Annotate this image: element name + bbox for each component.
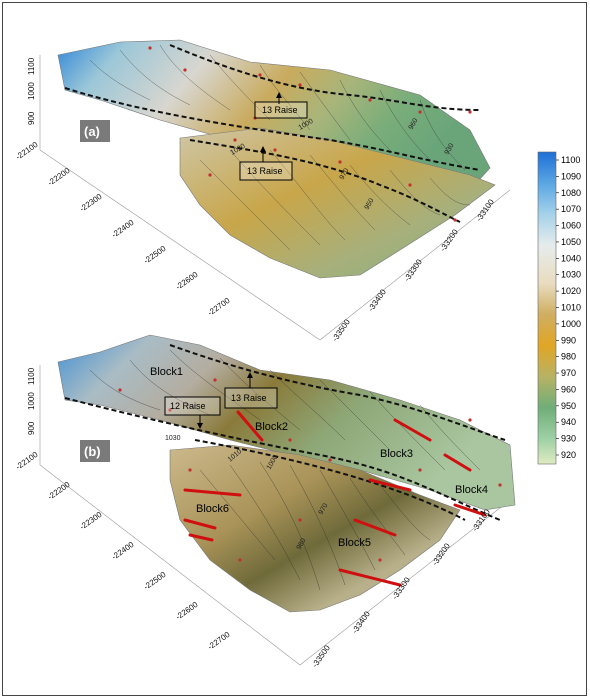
colorbar-tick-label: 1020: [561, 286, 581, 296]
colorbar-tick-label: 1060: [561, 221, 581, 231]
contour-label: 970: [318, 502, 330, 516]
panel-b-tag: (b): [80, 440, 110, 462]
block-label-4: Block4: [455, 484, 488, 496]
y-axis-tick-label: -22600: [174, 600, 200, 622]
y-axis-tick-label: -22100: [14, 450, 40, 472]
raise-label: 13 Raise: [247, 166, 283, 176]
colorbar-tick-label: 970: [561, 368, 576, 378]
panel-b-axes: [39, 365, 511, 666]
colorbar-tick-label: 1010: [561, 303, 581, 313]
y-axis-tick-label: -22700: [206, 296, 232, 318]
panel-b: 1030 1010 1000 970 980 Block1 Block2 Blo…: [14, 334, 516, 669]
z-axis-tick-label: 900: [27, 111, 36, 125]
block-label-2: Block2: [255, 421, 288, 433]
colorbar-tick-label: 980: [561, 352, 576, 362]
z-axis-tick-label: 1000: [27, 392, 36, 410]
y-axis-tick-label: -22500: [142, 570, 168, 592]
panel-b-faults: [64, 344, 506, 521]
x-axis-tick-label: -33500: [330, 317, 352, 343]
colorbar-tick-label: 1090: [561, 171, 581, 181]
contour-label: 970: [339, 167, 351, 181]
panel-tag-label: (a): [84, 124, 100, 139]
colorbar-tick-label: 940: [561, 417, 576, 427]
x-axis-tick-label: -33300: [402, 257, 424, 283]
colorbar-tick-label: 1070: [561, 204, 581, 214]
colorbar-tick-label: 950: [561, 401, 576, 411]
x-axis-tick-label: -33300: [390, 575, 412, 601]
block-label-6: Block6: [196, 503, 229, 515]
colorbar-tick-label: 960: [561, 384, 576, 394]
panel-a-faults: [64, 44, 481, 223]
y-axis-tick-label: -22400: [110, 218, 136, 240]
colorbar: 1100 1090 1080 1070 1060 1050 1040 1030 1020 1010…: [537, 151, 581, 465]
y-axis-tick-label: -22300: [78, 192, 104, 214]
y-axis-tick-label: -22400: [110, 540, 136, 562]
y-axis-tick-label: -22300: [78, 510, 104, 532]
colorbar-tick-label: 1050: [561, 237, 581, 247]
panel-a-tag: (a): [80, 120, 110, 142]
panel-b-mined-zones: [183, 410, 487, 587]
panel-a: 1020 1000 970 950 930 960 13 Raise 13 Ra…: [14, 39, 511, 343]
z-axis-tick-label: 1100: [27, 57, 36, 75]
panel-b-surface-upper: [57, 334, 516, 511]
z-axis-tick-label: 1000: [27, 82, 36, 100]
colorbar-tick-label: 920: [561, 450, 576, 460]
x-axis-tick-label: -33100: [474, 197, 496, 223]
raise-label: 12 Raise: [170, 401, 206, 411]
block-label-1: Block1: [150, 366, 183, 378]
panel-a-surface-lower: [179, 127, 496, 279]
panel-b-block-labels: Block1 Block2 Block3 Block4 Block5 Block…: [150, 366, 488, 549]
contour-label: 960: [408, 117, 420, 131]
colorbar-tick-label: 990: [561, 335, 576, 345]
panel-b-markers: [118, 378, 502, 562]
raise-label: 13 Raise: [262, 105, 298, 115]
block-label-3: Block3: [380, 448, 413, 460]
colorbar-tick-label: 1100: [561, 155, 580, 165]
x-axis-tick-label: -33400: [350, 609, 372, 635]
y-axis-tick-label: -22500: [142, 244, 168, 266]
panel-tag-label: (b): [84, 444, 101, 459]
panel-a-axes: [39, 55, 511, 341]
block-label-5: Block5: [338, 537, 371, 549]
x-axis-tick-label: -33200: [438, 227, 460, 253]
x-axis-tick-label: -33500: [310, 643, 332, 669]
panel-a-markers: [148, 46, 472, 222]
colorbar-tick-label: 930: [561, 434, 576, 444]
contour-label: 950: [364, 197, 376, 211]
colorbar-tick-label: 1030: [561, 270, 581, 280]
panel-b-raise-left: 12 Raise: [164, 396, 221, 429]
panel-a-raise-bottom: 13 Raise: [239, 146, 293, 181]
panel-b-surface-lower: [169, 444, 461, 613]
panel-b-raise-right: 13 Raise: [224, 372, 278, 409]
contour-label: 1030: [165, 435, 181, 442]
y-axis-tick-label: -22200: [46, 480, 72, 502]
contour-label: 980: [296, 537, 308, 551]
panel-a-raise-top: 13 Raise: [254, 92, 308, 119]
raise-label: 13 Raise: [231, 393, 267, 403]
x-axis-tick-label: -33400: [366, 287, 388, 313]
colorbar-ticks: 1100 1090 1080 1070 1060 1050 1040 1030 1020 1010…: [556, 155, 581, 460]
y-axis-tick-label: -22100: [14, 140, 40, 162]
y-axis-tick-label: -22700: [206, 630, 232, 652]
y-axis-tick-label: -22200: [46, 166, 72, 188]
colorbar-ramp: [537, 151, 557, 465]
colorbar-tick-label: 1080: [561, 188, 581, 198]
z-axis-tick-label: 1100: [27, 367, 36, 385]
y-axis-tick-label: -22600: [174, 270, 200, 292]
contour-label: 930: [444, 142, 456, 156]
z-axis-tick-label: 900: [27, 421, 36, 435]
colorbar-tick-label: 1040: [561, 253, 581, 263]
colorbar-tick-label: 1000: [561, 319, 581, 329]
